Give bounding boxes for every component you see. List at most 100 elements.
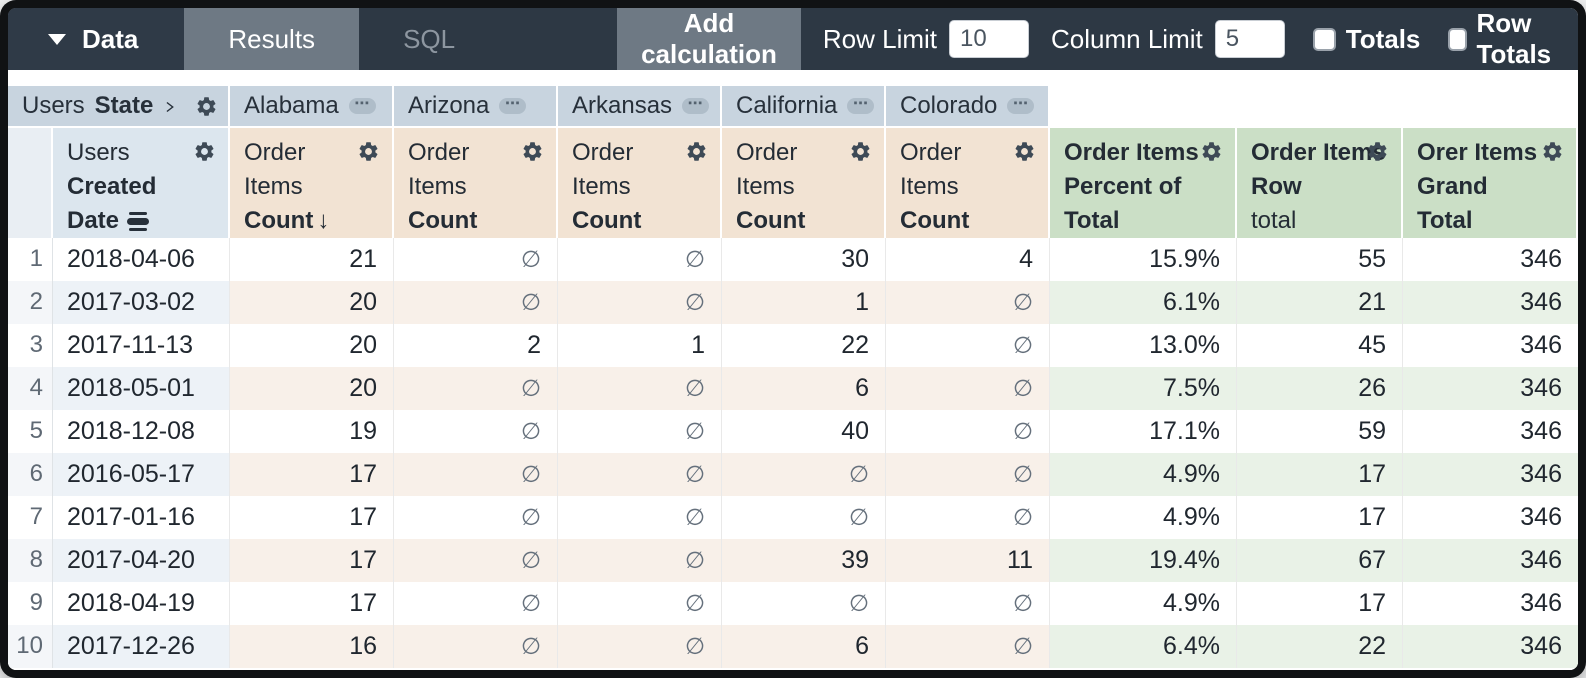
gear-icon[interactable] bbox=[193, 140, 216, 163]
pivot-value-header[interactable]: California ⋯ bbox=[722, 86, 886, 126]
measure-cell[interactable]: 1 bbox=[722, 281, 886, 324]
column-limit-input[interactable] bbox=[1214, 20, 1285, 58]
data-section-toggle[interactable]: Data bbox=[8, 8, 185, 70]
grand-total-cell[interactable]: 346 bbox=[1520, 417, 1562, 445]
measure-cell[interactable]: 19 bbox=[230, 410, 394, 453]
measure-header[interactable]: Order Items Count ↓ bbox=[230, 126, 394, 238]
row-total-cell[interactable]: 17 bbox=[1237, 496, 1403, 539]
measure-cell[interactable]: 40 bbox=[722, 410, 886, 453]
measure-header[interactable]: Order Items Count bbox=[394, 126, 558, 238]
row-total-cell[interactable]: 17 bbox=[1237, 582, 1403, 625]
measure-cell[interactable]: ∅ bbox=[886, 367, 1050, 410]
grand-total-cell[interactable]: 346 bbox=[1520, 245, 1562, 273]
measure-cell[interactable]: ∅ bbox=[558, 539, 722, 582]
measure-cell[interactable]: ∅ bbox=[886, 582, 1050, 625]
measure-header[interactable]: Order Items Count bbox=[722, 126, 886, 238]
gear-icon[interactable] bbox=[521, 140, 544, 163]
date-cell[interactable]: 2017-04-20 bbox=[53, 539, 230, 582]
pivot-value-header[interactable]: Alabama ⋯ bbox=[230, 86, 394, 126]
measure-cell[interactable]: ∅ bbox=[394, 453, 558, 496]
gear-icon[interactable] bbox=[195, 95, 218, 118]
measure-cell[interactable]: ∅ bbox=[394, 281, 558, 324]
row-limit-input[interactable] bbox=[949, 20, 1030, 58]
calc-column-header[interactable]: Orer Items Grand Total bbox=[1403, 126, 1578, 238]
measure-cell[interactable]: 11 bbox=[886, 539, 1050, 582]
pivot-dimension-header[interactable]: Users State bbox=[8, 86, 230, 126]
measure-cell[interactable]: ∅ bbox=[558, 496, 722, 539]
pivot-value-header[interactable]: Arkansas ⋯ bbox=[558, 86, 722, 126]
row-total-cell[interactable]: 59 bbox=[1237, 410, 1403, 453]
gear-icon[interactable] bbox=[1013, 140, 1036, 163]
measure-cell[interactable]: 16 bbox=[230, 625, 394, 668]
date-cell[interactable]: 2017-11-13 bbox=[53, 324, 230, 367]
more-icon[interactable]: ⋯ bbox=[1007, 96, 1035, 114]
more-icon[interactable]: ⋯ bbox=[499, 96, 527, 114]
measure-cell[interactable]: ∅ bbox=[722, 496, 886, 539]
measure-cell[interactable]: ∅ bbox=[722, 453, 886, 496]
measure-cell[interactable]: 20 bbox=[230, 367, 394, 410]
row-dimension-header[interactable]: Users Created Date bbox=[53, 126, 230, 238]
grand-total-cell[interactable]: 346 bbox=[1520, 589, 1562, 617]
more-icon[interactable]: ⋯ bbox=[847, 96, 875, 114]
measure-cell[interactable]: ∅ bbox=[886, 625, 1050, 668]
date-cell[interactable]: 2016-05-17 bbox=[53, 453, 230, 496]
measure-cell[interactable]: ∅ bbox=[886, 281, 1050, 324]
measure-header[interactable]: Order Items Count bbox=[558, 126, 722, 238]
measure-cell[interactable]: ∅ bbox=[558, 367, 722, 410]
measure-cell[interactable]: ∅ bbox=[558, 625, 722, 668]
measure-cell[interactable]: 6 bbox=[722, 625, 886, 668]
grand-total-cell[interactable]: 346 bbox=[1403, 453, 1578, 496]
row-total-cell[interactable]: 26 bbox=[1237, 367, 1403, 410]
gear-icon[interactable] bbox=[357, 140, 380, 163]
measure-cell[interactable]: ∅ bbox=[394, 539, 558, 582]
gear-icon[interactable] bbox=[1541, 140, 1564, 163]
measure-cell[interactable]: 1 bbox=[558, 324, 722, 367]
percent-of-total-cell[interactable]: 19.4% bbox=[1050, 539, 1237, 582]
percent-of-total-cell[interactable]: 4.9% bbox=[1050, 453, 1237, 496]
measure-cell[interactable]: ∅ bbox=[558, 453, 722, 496]
row-totals-checkbox[interactable] bbox=[1448, 27, 1467, 51]
row-total-cell[interactable]: 21 bbox=[1237, 281, 1403, 324]
measure-cell[interactable]: 17 bbox=[230, 453, 394, 496]
measure-cell[interactable]: 22 bbox=[722, 324, 886, 367]
calc-column-header[interactable]: Order Items Row total bbox=[1237, 126, 1403, 238]
measure-cell[interactable]: 20 bbox=[230, 281, 394, 324]
gear-icon[interactable] bbox=[849, 140, 872, 163]
measure-header[interactable]: Order Items Count bbox=[886, 126, 1050, 238]
row-total-cell[interactable]: 22 bbox=[1237, 625, 1403, 668]
pivot-value-header[interactable]: Arizona ⋯ bbox=[394, 86, 558, 126]
grand-total-cell[interactable]: 346 bbox=[1520, 331, 1562, 359]
row-total-cell[interactable]: 67 bbox=[1237, 539, 1403, 582]
row-total-cell[interactable]: 45 bbox=[1237, 324, 1403, 367]
measure-cell[interactable]: 6 bbox=[722, 367, 886, 410]
measure-cell[interactable]: ∅ bbox=[886, 453, 1050, 496]
more-icon[interactable]: ⋯ bbox=[348, 96, 376, 114]
measure-cell[interactable]: ∅ bbox=[394, 496, 558, 539]
measure-cell[interactable]: ∅ bbox=[558, 238, 722, 281]
calc-column-header[interactable]: Order Items Percent of Total bbox=[1050, 126, 1237, 238]
measure-cell[interactable]: 4 bbox=[886, 238, 1050, 281]
tab-sql[interactable]: SQL bbox=[359, 8, 499, 70]
measure-cell[interactable]: ∅ bbox=[886, 496, 1050, 539]
gear-icon[interactable] bbox=[1366, 140, 1389, 163]
row-total-cell[interactable]: 17 bbox=[1237, 453, 1403, 496]
measure-cell[interactable]: 39 bbox=[722, 539, 886, 582]
date-cell[interactable]: 2017-12-26 bbox=[53, 625, 230, 668]
date-cell[interactable]: 2017-01-16 bbox=[53, 496, 230, 539]
tab-results[interactable]: Results bbox=[184, 8, 360, 70]
add-calculation-button[interactable]: Add calculation bbox=[617, 8, 801, 80]
percent-of-total-cell[interactable]: 6.4% bbox=[1050, 625, 1237, 668]
percent-of-total-cell[interactable]: 7.5% bbox=[1050, 367, 1237, 410]
measure-cell[interactable]: 21 bbox=[230, 238, 394, 281]
percent-of-total-cell[interactable]: 6.1% bbox=[1050, 281, 1237, 324]
percent-of-total-cell[interactable]: 4.9% bbox=[1050, 582, 1237, 625]
measure-cell[interactable]: ∅ bbox=[394, 625, 558, 668]
grand-total-cell[interactable]: 346 bbox=[1403, 367, 1578, 410]
percent-of-total-cell[interactable]: 17.1% bbox=[1050, 410, 1237, 453]
date-cell[interactable]: 2018-05-01 bbox=[53, 367, 230, 410]
measure-cell[interactable]: 17 bbox=[230, 582, 394, 625]
measure-cell[interactable]: ∅ bbox=[558, 281, 722, 324]
date-cell[interactable]: 2018-12-08 bbox=[53, 410, 230, 453]
measure-cell[interactable]: ∅ bbox=[558, 410, 722, 453]
percent-of-total-cell[interactable]: 15.9% bbox=[1050, 238, 1237, 281]
